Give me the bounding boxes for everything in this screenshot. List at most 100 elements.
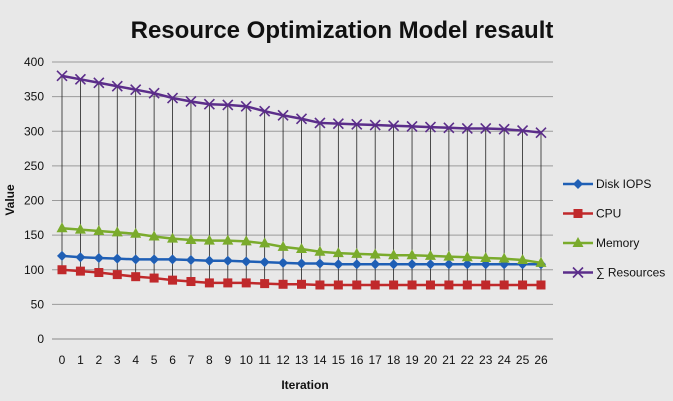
x-tick-label: 15 (332, 353, 346, 367)
data-point (74, 73, 86, 85)
data-point (130, 227, 142, 238)
data-point (240, 235, 252, 246)
data-point (278, 279, 288, 289)
x-tick-label: 14 (313, 353, 327, 367)
x-tick-label: 11 (258, 353, 271, 367)
data-point (573, 209, 583, 218)
data-point (185, 233, 197, 244)
y-axis-ticks: 0 50 100 150 200 250 300 350 400 (24, 55, 44, 346)
data-point (148, 230, 160, 241)
legend-item: CPU (563, 207, 621, 221)
x-axis-ticks: 0 1 2 3 4 5 6 7 8 9 10 11 12 13 14 15 16 17 18 19 20 21 22 23 24… (59, 353, 548, 367)
data-point (370, 259, 381, 270)
data-point (333, 259, 344, 270)
data-point (149, 273, 159, 283)
data-point (351, 118, 363, 130)
data-point (56, 222, 68, 233)
legend-label: Disk IOPS (596, 177, 651, 191)
data-point (241, 256, 252, 267)
x-tick-label: 4 (132, 353, 139, 367)
legend-item: Memory (563, 236, 639, 250)
x-tick-label: 26 (534, 353, 548, 367)
data-point (185, 95, 197, 108)
data-point (424, 249, 436, 260)
y-tick-label: 150 (24, 228, 44, 242)
x-tick-label: 0 (59, 353, 66, 367)
data-point (168, 275, 178, 285)
y-tick-label: 200 (24, 194, 44, 208)
data-point (481, 280, 491, 290)
legend-item: Disk IOPS (563, 177, 651, 191)
data-point (131, 272, 141, 282)
data-point (74, 223, 86, 234)
x-tick-label: 22 (461, 353, 475, 367)
x-tick-label: 16 (350, 353, 364, 367)
legend-label: ∑ Resources (596, 266, 665, 280)
data-point (314, 117, 326, 129)
x-tick-label: 24 (497, 353, 511, 367)
series-group (56, 70, 547, 290)
data-point (388, 259, 399, 270)
series-disk-iops (57, 250, 546, 270)
data-point (111, 80, 123, 92)
data-point (259, 237, 271, 248)
data-point (444, 280, 454, 290)
data-point (443, 250, 455, 261)
data-point (278, 257, 289, 268)
x-tick-label: 6 (169, 353, 176, 367)
data-point (75, 252, 86, 263)
y-tick-label: 50 (31, 297, 45, 311)
chart-title: Resource Optimization Model resault (131, 17, 554, 44)
data-point (295, 113, 308, 125)
data-point (407, 280, 417, 290)
x-tick-label: 2 (96, 353, 103, 367)
data-point (517, 254, 529, 265)
data-point (203, 234, 215, 245)
data-point (407, 259, 418, 270)
legend-item: ∑ Resources (563, 266, 665, 280)
data-point (517, 124, 529, 137)
data-point (57, 265, 67, 275)
data-point (56, 70, 68, 82)
data-point (573, 179, 583, 189)
data-point (352, 280, 362, 290)
data-point (185, 255, 196, 266)
data-point (388, 249, 400, 260)
y-tick-label: 300 (24, 124, 44, 138)
data-point (389, 280, 399, 290)
x-tick-label: 25 (516, 353, 530, 367)
x-tick-label: 19 (405, 353, 419, 367)
data-point (480, 251, 492, 262)
legend-label: Memory (596, 236, 639, 250)
data-point (535, 127, 547, 139)
data-point (332, 247, 344, 258)
x-axis-label: Iteration (281, 378, 328, 392)
data-point (462, 259, 473, 270)
data-point (94, 268, 104, 278)
data-point (480, 122, 492, 135)
data-point (461, 251, 473, 262)
y-tick-label: 0 (37, 332, 44, 346)
x-tick-label: 18 (387, 353, 401, 367)
data-point (112, 270, 122, 280)
x-tick-label: 13 (295, 353, 309, 367)
data-point (204, 255, 215, 266)
data-point (498, 123, 510, 135)
x-tick-label: 8 (206, 353, 213, 367)
y-tick-label: 400 (24, 55, 44, 69)
data-point (333, 280, 343, 290)
grid-lines (52, 61, 553, 340)
y-tick-label: 350 (24, 90, 44, 104)
data-point (443, 122, 455, 134)
data-point (240, 100, 252, 112)
data-point (425, 280, 435, 290)
x-tick-label: 7 (188, 353, 195, 367)
data-point (204, 278, 214, 288)
data-point (167, 254, 178, 265)
data-point (111, 226, 123, 237)
data-point (93, 224, 105, 235)
data-point (498, 252, 510, 263)
data-point (536, 280, 546, 290)
data-point (314, 245, 326, 256)
data-point (297, 279, 306, 289)
